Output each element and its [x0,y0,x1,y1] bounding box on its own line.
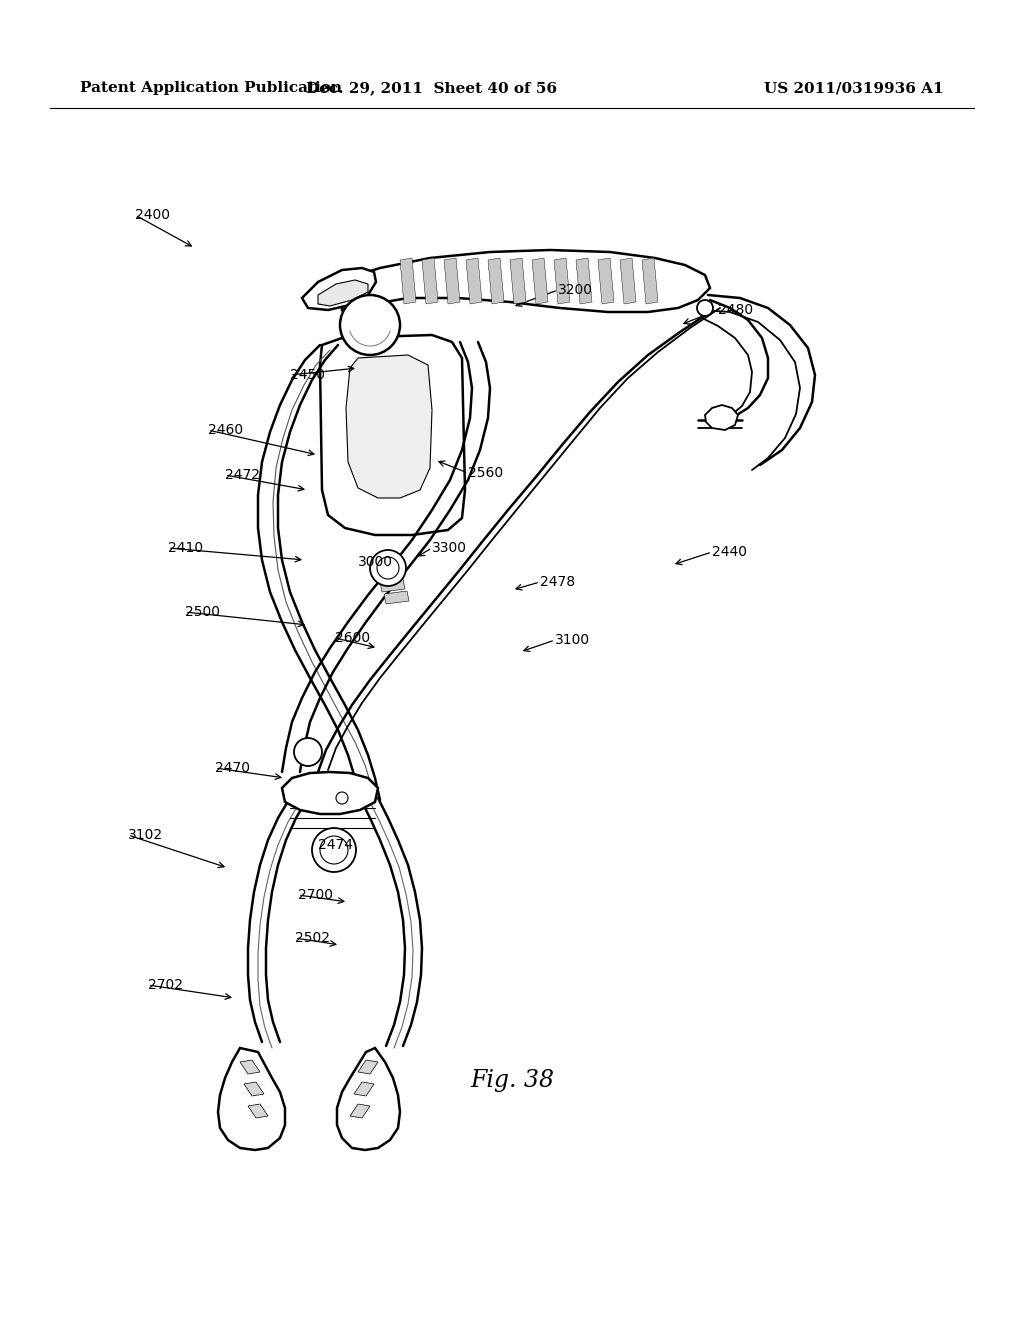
Text: 2700: 2700 [298,888,333,902]
Circle shape [312,828,356,873]
Polygon shape [358,1060,378,1074]
Polygon shape [510,257,526,304]
Text: 3100: 3100 [555,634,590,647]
Text: 2702: 2702 [148,978,183,993]
Polygon shape [240,1060,260,1074]
Text: Fig. 38: Fig. 38 [470,1068,554,1092]
Polygon shape [620,257,636,304]
Text: 3300: 3300 [432,541,467,554]
Circle shape [294,738,322,766]
Text: 2472: 2472 [225,469,260,482]
Polygon shape [337,1048,400,1150]
Polygon shape [575,257,592,304]
Polygon shape [244,1082,264,1096]
Polygon shape [346,355,432,498]
Polygon shape [532,257,548,304]
Circle shape [377,557,399,579]
Polygon shape [422,257,438,304]
Text: 2450: 2450 [290,368,325,381]
Text: Dec. 29, 2011  Sheet 40 of 56: Dec. 29, 2011 Sheet 40 of 56 [306,81,557,95]
Polygon shape [318,280,368,306]
Polygon shape [376,568,401,579]
Text: 2440: 2440 [712,545,746,558]
Text: 2500: 2500 [185,605,220,619]
Polygon shape [598,257,614,304]
Polygon shape [319,335,465,535]
Polygon shape [488,257,504,304]
Circle shape [336,792,348,804]
Text: 2460: 2460 [208,422,243,437]
Text: 2560: 2560 [468,466,503,480]
Polygon shape [380,579,406,591]
Circle shape [340,294,400,355]
Text: 3000: 3000 [358,554,393,569]
Polygon shape [466,257,482,304]
Circle shape [697,300,713,315]
Polygon shape [350,1104,370,1118]
Polygon shape [400,257,416,304]
Text: 2478: 2478 [540,576,575,589]
Circle shape [319,836,348,865]
Text: 2600: 2600 [335,631,370,645]
Polygon shape [282,772,378,814]
Polygon shape [218,1048,285,1150]
Text: 3200: 3200 [558,282,593,297]
Text: 3102: 3102 [128,828,163,842]
Text: 2470: 2470 [215,762,250,775]
Text: Patent Application Publication: Patent Application Publication [80,81,342,95]
Text: 2410: 2410 [168,541,203,554]
Polygon shape [372,554,397,568]
Text: 2474: 2474 [318,838,353,851]
Polygon shape [248,1104,268,1118]
Polygon shape [342,249,710,312]
Text: 2400: 2400 [135,209,170,222]
Text: US 2011/0319936 A1: US 2011/0319936 A1 [764,81,944,95]
Circle shape [370,550,406,586]
Polygon shape [302,268,376,310]
Text: 2480: 2480 [718,304,753,317]
Polygon shape [384,591,409,605]
Polygon shape [444,257,460,304]
Text: 2502: 2502 [295,931,330,945]
Polygon shape [705,405,738,430]
Polygon shape [354,1082,374,1096]
Polygon shape [554,257,570,304]
Polygon shape [642,257,658,304]
